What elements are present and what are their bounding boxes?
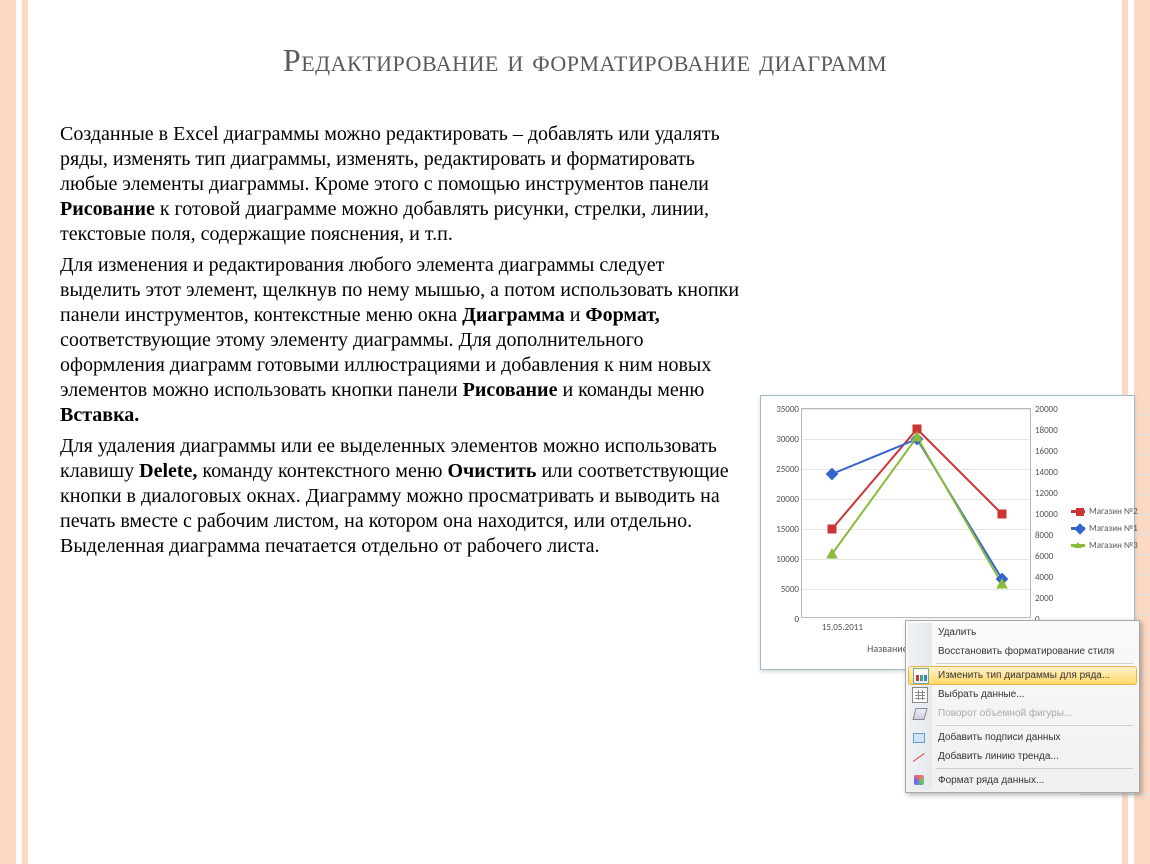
menu-item-add-data-labels[interactable]: Добавить подписи данных — [908, 728, 1137, 747]
menu-label: Добавить подписи данных — [938, 732, 1061, 743]
legend-item[interactable]: Магазин №3 — [1071, 540, 1138, 551]
legend-swatch-icon — [1071, 527, 1085, 530]
series-line-3[interactable] — [832, 437, 1002, 584]
y1-tick: 0 — [765, 614, 799, 644]
menu-item-add-trendline[interactable]: Добавить линию тренда... — [908, 747, 1137, 766]
menu-label: Восстановить форматирование стиля — [938, 646, 1114, 657]
menu-separator — [936, 725, 1133, 726]
paragraph-3: Для удаления диаграммы или ее выделенных… — [60, 434, 740, 559]
legend-item[interactable]: Магазин №2 — [1071, 506, 1138, 517]
menu-item-delete[interactable]: Удалить — [908, 623, 1137, 642]
p2-text-m2: и команды меню — [557, 379, 704, 401]
menu-separator — [936, 768, 1133, 769]
y2-tick: 10000 — [1035, 509, 1065, 530]
menu-item-3d-rotation: Поворот объемной фигуры... — [908, 704, 1137, 723]
p3-bold-2: Очистить — [447, 460, 536, 482]
menu-item-select-data[interactable]: Выбрать данные... — [908, 685, 1137, 704]
y2-tick: 6000 — [1035, 551, 1065, 572]
primary-y-axis-labels: 35000 30000 25000 20000 15000 10000 5000… — [765, 404, 799, 644]
decor-border-left-outer — [0, 0, 16, 864]
menu-item-change-chart-type[interactable]: Изменить тип диаграммы для ряда... — [908, 666, 1137, 685]
legend-label: Магазин №1 — [1089, 523, 1138, 534]
p2-bold-1: Диаграмма — [462, 304, 565, 326]
rotation-3d-icon — [912, 706, 928, 722]
series-line-2[interactable] — [832, 439, 1002, 579]
menu-label: Изменить тип диаграммы для ряда... — [938, 670, 1110, 681]
decor-border-left-inner — [22, 0, 28, 864]
p2-bold-4: Вставка. — [60, 404, 139, 426]
p1-text-c: к готовой диаграмме можно добавлять рису… — [60, 198, 709, 245]
menu-item-reset-style[interactable]: Восстановить форматирование стиля — [908, 642, 1137, 661]
context-menu: Удалить Восстановить форматирование стил… — [905, 620, 1140, 793]
chart-lines — [802, 409, 1032, 619]
y1-tick: 10000 — [765, 554, 799, 584]
paragraph-1: Созданные в Excel диаграммы можно редакт… — [60, 122, 740, 247]
menu-separator — [936, 663, 1133, 664]
chart-legend[interactable]: Магазин №2 Магазин №1 Магазин №3 — [1071, 506, 1138, 557]
format-series-icon — [912, 773, 928, 789]
menu-label: Формат ряда данных... — [938, 775, 1044, 786]
y2-tick: 14000 — [1035, 467, 1065, 488]
menu-label: Поворот объемной фигуры... — [938, 708, 1072, 719]
p3-bold-1: Delete, — [139, 460, 197, 482]
select-data-icon — [912, 687, 928, 703]
legend-item[interactable]: Магазин №1 — [1071, 523, 1138, 534]
menu-item-format-series[interactable]: Формат ряда данных... — [908, 771, 1137, 790]
p1-bold-1: Рисование — [60, 198, 155, 220]
y1-tick: 25000 — [765, 464, 799, 494]
y1-tick: 5000 — [765, 584, 799, 614]
y2-tick: 16000 — [1035, 446, 1065, 467]
y2-tick: 20000 — [1035, 404, 1065, 425]
x-tick: 15.05.2011 — [822, 622, 863, 633]
y2-tick: 12000 — [1035, 488, 1065, 509]
menu-label: Удалить — [938, 627, 976, 638]
y2-tick: 8000 — [1035, 530, 1065, 551]
y2-tick: 18000 — [1035, 425, 1065, 446]
menu-label: Добавить линию тренда... — [938, 751, 1059, 762]
p2-text-m1: и — [565, 304, 586, 326]
y1-tick: 35000 — [765, 404, 799, 434]
y1-tick: 20000 — [765, 494, 799, 524]
menu-label: Выбрать данные... — [938, 689, 1025, 700]
p1-text-a: Созданные в Excel диаграммы можно редакт… — [60, 123, 720, 195]
y2-tick: 4000 — [1035, 572, 1065, 593]
legend-label: Магазин №3 — [1089, 540, 1138, 551]
p2-bold-2: Формат, — [585, 304, 659, 326]
y1-tick: 30000 — [765, 434, 799, 464]
y1-tick: 15000 — [765, 524, 799, 554]
p3-text-m1: команду контекстного меню — [197, 460, 447, 482]
legend-swatch-icon — [1071, 544, 1085, 547]
p2-bold-3: Рисование — [463, 379, 558, 401]
slide-title: Редактирование и форматирование диаграмм — [60, 40, 1110, 82]
legend-label: Магазин №2 — [1089, 506, 1138, 517]
secondary-y-axis-labels: 20000 18000 16000 14000 12000 10000 8000… — [1035, 404, 1065, 635]
y2-tick: 2000 — [1035, 593, 1065, 614]
chart-type-icon — [913, 668, 929, 684]
data-label-icon — [912, 730, 928, 746]
plot-area[interactable] — [801, 408, 1031, 618]
legend-swatch-icon — [1071, 510, 1085, 513]
trendline-icon — [912, 749, 928, 765]
body-text: Созданные в Excel диаграммы можно редакт… — [60, 122, 740, 559]
paragraph-2: Для изменения и редактирования любого эл… — [60, 253, 740, 428]
